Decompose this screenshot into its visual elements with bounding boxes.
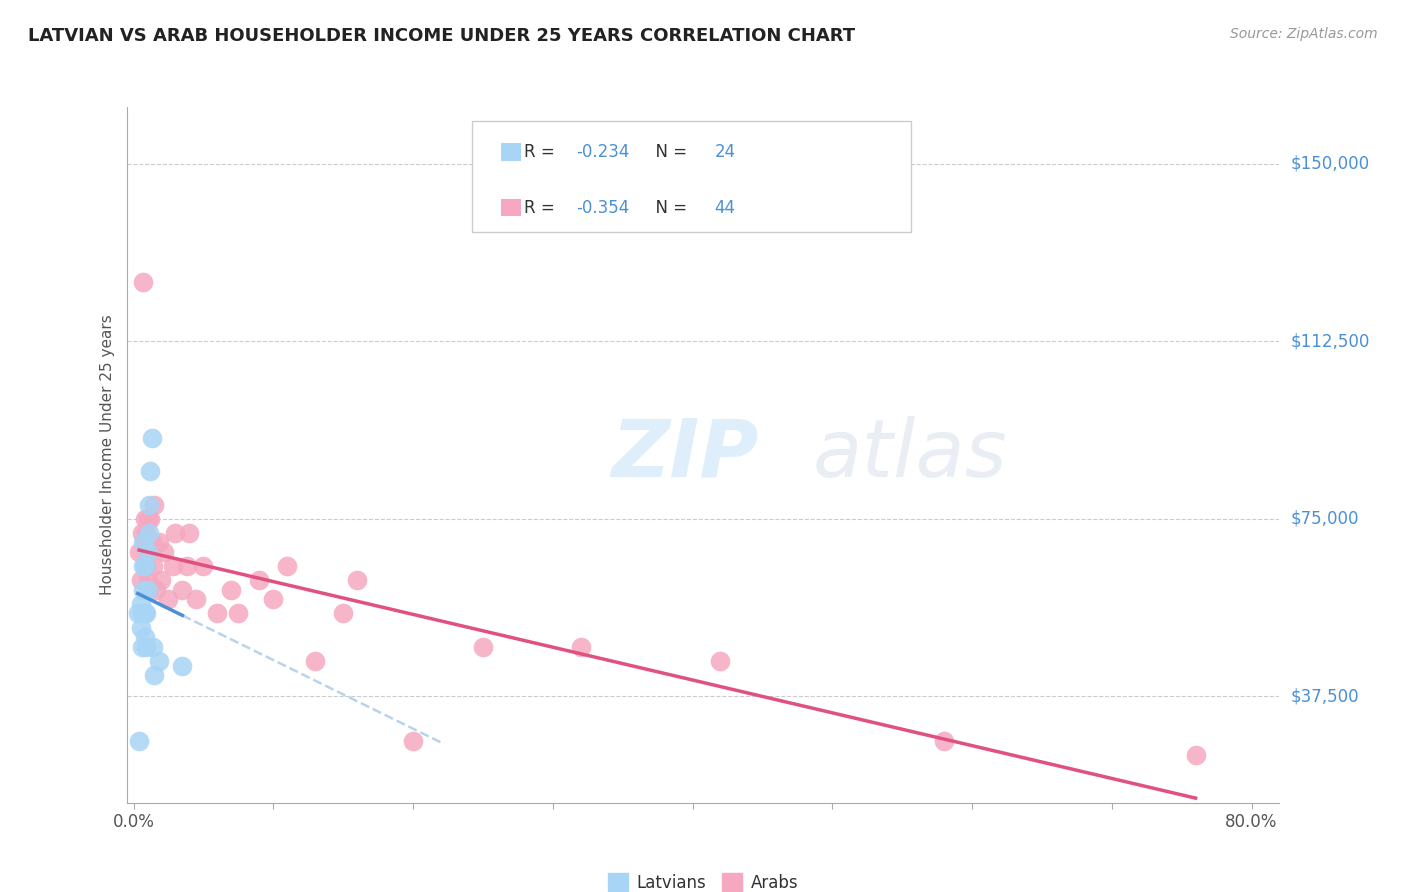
Point	[157, 592, 180, 607]
Point	[162, 559, 184, 574]
Point	[139, 512, 162, 526]
Point	[1184, 748, 1206, 763]
Point	[207, 607, 229, 621]
Point	[131, 607, 153, 621]
Point	[128, 545, 150, 559]
Point	[135, 607, 157, 621]
Point	[186, 592, 208, 607]
Point	[138, 526, 160, 541]
Text: N =: N =	[645, 199, 693, 217]
Point	[127, 607, 149, 621]
Text: $75,000: $75,000	[1291, 510, 1360, 528]
Point	[134, 630, 156, 644]
Point	[153, 545, 176, 559]
Point	[134, 535, 156, 549]
Point	[136, 545, 159, 559]
Point	[131, 526, 153, 541]
Point	[221, 582, 243, 597]
Point	[148, 535, 170, 549]
Point	[136, 512, 159, 526]
Text: $150,000: $150,000	[1291, 155, 1369, 173]
Point	[132, 559, 155, 574]
Point	[131, 640, 153, 654]
Point	[129, 597, 152, 611]
Point	[138, 498, 160, 512]
Text: N =: N =	[645, 143, 693, 161]
Point	[134, 559, 156, 574]
Point	[228, 607, 250, 621]
Point	[165, 526, 187, 541]
Point	[136, 545, 159, 559]
Text: 44: 44	[714, 199, 735, 217]
Text: -0.354: -0.354	[576, 199, 630, 217]
Point	[141, 431, 163, 445]
Point	[172, 582, 194, 597]
Text: LATVIAN VS ARAB HOUSEHOLDER INCOME UNDER 25 YEARS CORRELATION CHART: LATVIAN VS ARAB HOUSEHOLDER INCOME UNDER…	[28, 27, 855, 45]
Point	[139, 465, 162, 479]
Point	[134, 607, 156, 621]
Point	[132, 535, 155, 549]
Legend: Latvians, Arabs: Latvians, Arabs	[600, 867, 806, 892]
Point	[142, 640, 165, 654]
Point	[471, 640, 494, 654]
Point	[304, 654, 326, 668]
Text: ZIP: ZIP	[610, 416, 758, 494]
Point	[176, 559, 198, 574]
Point	[332, 607, 354, 621]
Point	[143, 498, 166, 512]
Text: -0.234: -0.234	[576, 143, 630, 161]
Point	[141, 535, 163, 549]
Point	[932, 734, 955, 748]
Point	[135, 559, 157, 574]
Point	[150, 574, 173, 588]
Point	[569, 640, 592, 654]
Point	[135, 640, 157, 654]
Point	[247, 574, 270, 588]
Point	[346, 574, 368, 588]
Point	[134, 512, 156, 526]
FancyBboxPatch shape	[472, 121, 911, 232]
Text: R =: R =	[524, 143, 561, 161]
Point	[179, 526, 201, 541]
Bar	[501, 199, 522, 217]
Point	[129, 621, 152, 635]
Point	[172, 658, 194, 673]
Point	[138, 582, 160, 597]
Text: $37,500: $37,500	[1291, 688, 1360, 706]
Point	[276, 559, 298, 574]
Point	[145, 582, 167, 597]
Text: 24: 24	[714, 143, 735, 161]
Point	[136, 582, 159, 597]
Point	[129, 574, 152, 588]
Y-axis label: Householder Income Under 25 years: Householder Income Under 25 years	[100, 315, 115, 595]
Point	[709, 654, 731, 668]
Point	[138, 545, 160, 559]
Point	[142, 559, 165, 574]
Point	[193, 559, 215, 574]
Point	[262, 592, 284, 607]
Point	[136, 574, 159, 588]
Point	[128, 734, 150, 748]
Point	[143, 668, 166, 682]
Text: Source: ZipAtlas.com: Source: ZipAtlas.com	[1230, 27, 1378, 41]
Bar	[501, 144, 522, 161]
Text: R =: R =	[524, 199, 561, 217]
Point	[132, 275, 155, 289]
Point	[148, 654, 170, 668]
Point	[132, 582, 155, 597]
Text: $112,500: $112,500	[1291, 333, 1371, 351]
Point	[135, 526, 157, 541]
Text: atlas: atlas	[813, 416, 1007, 494]
Point	[402, 734, 425, 748]
